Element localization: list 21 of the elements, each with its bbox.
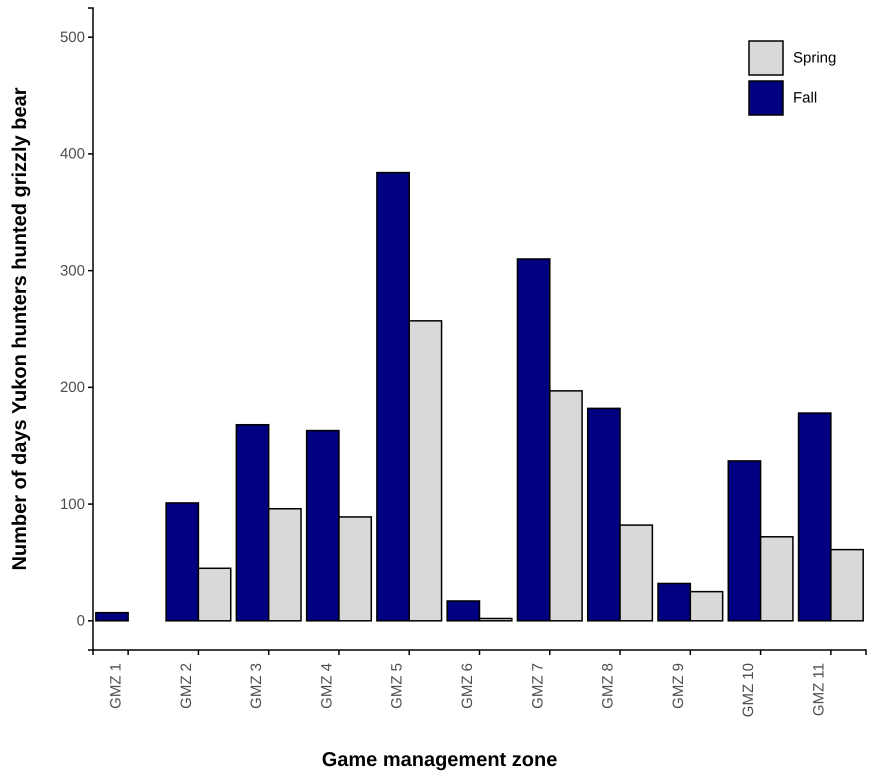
y-tick-label: 500 [60,28,85,46]
x-tick-label: GMZ 11 [810,663,828,716]
x-tick-label: GMZ 1 [108,663,125,709]
y-tick-label: 0 [76,612,85,630]
legend-label: Fall [793,90,818,106]
x-tick-label: GMZ 5 [388,663,406,709]
y-tick-label: 300 [60,262,85,280]
x-axis-title: Game management zone [322,749,558,771]
x-tick-label: GMZ 3 [248,663,266,709]
x-tick-label: GMZ 4 [318,663,336,709]
y-tick-label: 400 [60,146,85,163]
x-tick-label: GMZ 7 [529,663,546,709]
x-tick-label: GMZ 9 [670,663,687,709]
y-tick-label: 100 [60,496,85,513]
legend-label: Spring [793,50,836,66]
x-tick-label: GMZ 6 [459,663,476,709]
x-tick-label: GMZ 10 [740,663,758,718]
x-tick-label: GMZ 2 [178,663,195,709]
x-tick-label: GMZ 8 [600,663,617,709]
y-axis-title: Number of days Yukon hunters hunted grizzly bear [9,87,31,571]
y-tick-label: 200 [60,379,85,396]
